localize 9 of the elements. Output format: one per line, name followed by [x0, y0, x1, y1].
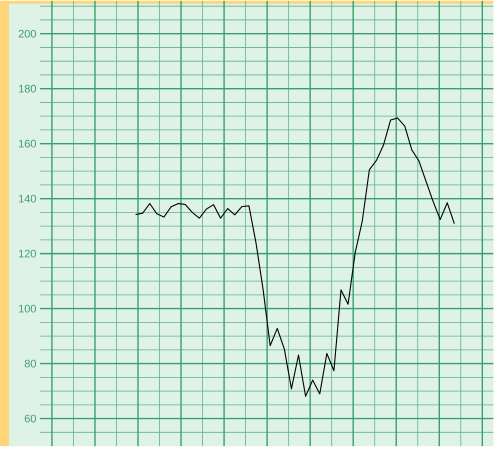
line-series [135, 118, 455, 397]
y-tick-label: 60 [24, 414, 36, 423]
y-tick-label: 120 [18, 250, 36, 258]
y-tick-label: 180 [18, 84, 36, 93]
y-tick-label: 80 [24, 360, 36, 368]
y-tick-label: 200 [18, 30, 36, 38]
y-tick-label: 140 [18, 194, 36, 203]
y-tick-label: 160 [18, 140, 36, 148]
y-tick-label: 100 [18, 304, 36, 313]
